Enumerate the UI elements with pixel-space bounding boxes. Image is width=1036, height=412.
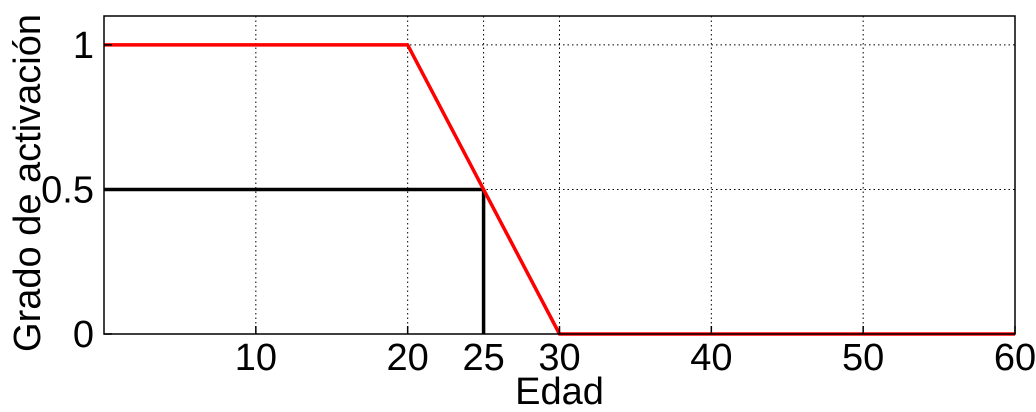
y-axis-title: Grado de activación	[7, 14, 49, 352]
y-tick-label: 0	[73, 314, 94, 356]
x-tick-label: 30	[538, 337, 580, 379]
x-tick-label: 10	[235, 337, 277, 379]
x-tick-label: 50	[842, 337, 884, 379]
y-tick-label: 0.5	[41, 169, 94, 211]
grid-lines	[104, 16, 1016, 335]
x-tick-label: 20	[387, 337, 429, 379]
tick-labels: 10 20 25 30 40 50 60 0 0.5 1	[41, 25, 1036, 379]
x-tick-label: 60	[994, 337, 1036, 379]
x-tick-label: 40	[690, 337, 732, 379]
y-tick-label: 1	[73, 25, 94, 67]
x-axis-title: Edad	[515, 371, 604, 412]
x-tick-label: 25	[462, 337, 504, 379]
